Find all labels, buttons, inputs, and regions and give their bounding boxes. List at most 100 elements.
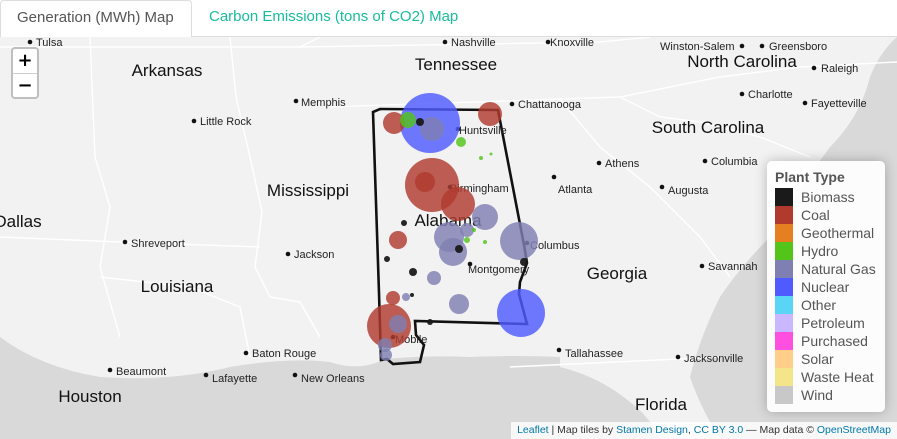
plant-marker-coal[interactable]: [389, 231, 407, 249]
legend-swatch: [775, 386, 793, 404]
map-canvas[interactable]: Tennessee North Carolina Arkansas South Car…: [0, 37, 897, 439]
legend-label: Other: [801, 297, 837, 313]
stamen-link[interactable]: Stamen Design: [616, 424, 688, 436]
tab-generation-map[interactable]: Generation (MWh) Map: [0, 0, 192, 38]
city-label: Nashville: [451, 37, 496, 49]
legend-item: Waste Heat: [775, 368, 877, 386]
legend-item: Hydro: [775, 242, 877, 260]
plant-marker-natural-gas[interactable]: [380, 349, 392, 361]
city-dot: [739, 43, 745, 49]
legend-label: Natural Gas: [801, 261, 876, 277]
city-label: Chattanooga: [518, 99, 582, 111]
plant-marker-natural-gas[interactable]: [402, 293, 410, 301]
legend-swatch: [775, 278, 793, 296]
city-label: Shreveport: [131, 238, 185, 250]
city-dot: [442, 39, 448, 45]
region-label: Tennessee: [415, 55, 497, 74]
city-dot: [191, 118, 197, 124]
plant-marker-coal[interactable]: [415, 172, 435, 192]
city-dot: [107, 367, 113, 373]
plant-marker-hydro[interactable]: [479, 156, 483, 160]
legend-item: Geothermal: [775, 224, 877, 242]
plant-marker-coal[interactable]: [383, 112, 405, 134]
legend-label: Coal: [801, 207, 830, 223]
plant-marker-biomass[interactable]: [520, 258, 528, 266]
plant-marker-biomass[interactable]: [401, 220, 407, 226]
plant-marker-natural-gas[interactable]: [378, 338, 392, 352]
zoom-in-button[interactable]: +: [17, 50, 33, 71]
city-label: Tallahassee: [565, 348, 623, 360]
city-label: Charlotte: [748, 89, 793, 101]
plant-marker-biomass[interactable]: [384, 256, 390, 262]
legend-swatch: [775, 368, 793, 386]
tab-bar: Generation (MWh) Map Carbon Emissions (t…: [0, 0, 897, 38]
florida-land: [560, 356, 720, 439]
osm-link[interactable]: OpenStreetMap: [816, 424, 891, 436]
region-label: Mississippi: [267, 181, 349, 200]
cc-link[interactable]: CC BY 3.0: [693, 424, 744, 436]
city-dot: [27, 39, 33, 45]
legend-swatch: [775, 332, 793, 350]
city-dot: [556, 347, 562, 353]
plant-marker-natural-gas[interactable]: [472, 204, 498, 230]
plant-marker-biomass[interactable]: [416, 118, 424, 126]
legend-label: Biomass: [801, 189, 855, 205]
plant-marker-natural-gas[interactable]: [420, 117, 444, 141]
legend-swatch: [775, 350, 793, 368]
city-label: Raleigh: [821, 63, 858, 75]
city-label: Winston-Salem: [660, 41, 735, 53]
plant-marker-natural-gas[interactable]: [460, 223, 474, 237]
region-label: Houston: [58, 387, 121, 406]
plant-marker-hydro[interactable]: [456, 137, 466, 147]
attribution-text-1: | Map tiles by: [548, 424, 617, 436]
city-dot: [659, 184, 665, 190]
plant-marker-natural-gas[interactable]: [389, 315, 407, 333]
legend-item: Purchased: [775, 332, 877, 350]
city-dot: [122, 239, 128, 245]
city-label: Lafayette: [212, 373, 257, 385]
attribution-text-3: — Map data ©: [743, 424, 817, 436]
plant-marker-biomass[interactable]: [410, 293, 414, 297]
city-dot: [699, 263, 705, 269]
plant-marker-nuclear[interactable]: [497, 289, 545, 337]
legend-swatch: [775, 314, 793, 332]
plant-marker-coal[interactable]: [367, 304, 411, 348]
city-label: New Orleans: [301, 373, 365, 385]
plant-marker-hydro[interactable]: [483, 240, 487, 244]
city-label: Tulsa: [36, 37, 63, 49]
region-label: North Carolina: [687, 52, 797, 71]
zoom-out-button[interactable]: −: [13, 73, 37, 97]
region-label: South Carolina: [652, 118, 765, 137]
city-dot: [467, 261, 473, 267]
city-label: Savannah: [708, 261, 758, 273]
plant-marker-natural-gas[interactable]: [427, 271, 441, 285]
plant-marker-biomass[interactable]: [427, 319, 433, 325]
region-label: Florida: [635, 395, 688, 414]
plant-marker-natural-gas[interactable]: [449, 294, 469, 314]
legend-item: Wind: [775, 386, 877, 404]
attribution-text-2: ,: [687, 424, 694, 436]
plant-marker-hydro[interactable]: [489, 152, 493, 156]
plant-marker-natural-gas[interactable]: [500, 222, 538, 260]
leaflet-link[interactable]: Leaflet: [517, 424, 549, 436]
plant-marker-natural-gas[interactable]: [439, 238, 467, 266]
city-label: Beaumont: [116, 366, 166, 378]
plant-marker-coal[interactable]: [441, 187, 475, 221]
plant-marker-biomass[interactable]: [455, 245, 463, 253]
city-label: Atlanta: [558, 184, 593, 196]
city-dot: [675, 354, 681, 360]
plant-marker-coal[interactable]: [478, 102, 502, 126]
city-label: Columbus: [530, 240, 580, 252]
zoom-control: + −: [11, 47, 39, 99]
legend-title: Plant Type: [775, 169, 845, 185]
plant-marker-hydro[interactable]: [400, 112, 416, 128]
plant-marker-hydro[interactable]: [464, 237, 470, 243]
plant-marker-biomass[interactable]: [409, 268, 417, 276]
legend-label: Geothermal: [801, 225, 875, 241]
tab-carbon-emissions-map[interactable]: Carbon Emissions (tons of CO2) Map: [209, 8, 459, 25]
plant-marker-coal[interactable]: [386, 291, 400, 305]
plant-marker-hydro[interactable]: [472, 228, 476, 232]
legend-label: Solar: [801, 351, 834, 367]
city-dot: [509, 101, 515, 107]
city-label: Montgomery: [468, 264, 530, 276]
